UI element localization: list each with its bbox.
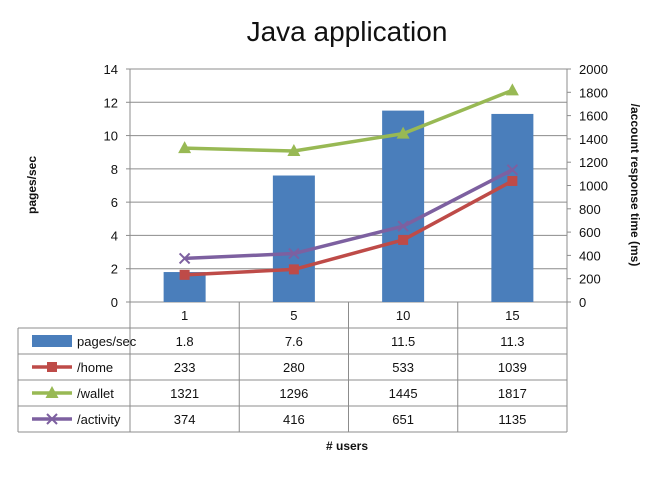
point-activity-1: [178, 252, 191, 265]
table-cell: 1135: [498, 412, 526, 427]
point-activity-15-stroke: [506, 164, 519, 176]
table-cell: 11.3: [500, 334, 524, 349]
y2-tick-label: 1600: [579, 109, 608, 124]
table-cell: 1.8: [176, 334, 194, 349]
point-home-10: [398, 234, 409, 245]
table-cell: 533: [392, 360, 414, 375]
y-tick-label: 4: [111, 228, 118, 243]
y2-tick-label: 200: [579, 272, 601, 287]
legend-label: /home: [77, 360, 113, 375]
legend-key-0: [32, 335, 72, 347]
point-wallet-15: [505, 83, 519, 96]
y2-tick-label: 1000: [579, 179, 608, 194]
point-home-1: [179, 269, 190, 280]
legend-label: /wallet: [77, 386, 114, 401]
point-home-15: [507, 175, 518, 186]
point-activity-1-stroke: [178, 252, 191, 265]
x-tick-label: 1: [181, 308, 188, 323]
y-tick-label: 6: [111, 195, 118, 210]
point-activity-5-stroke: [288, 247, 300, 260]
line-series: [178, 83, 519, 280]
y-tick-label: 8: [111, 162, 118, 177]
gridlines: [130, 68, 567, 303]
point-home-5: [288, 264, 299, 275]
legend-label: /activity: [77, 412, 121, 427]
point-activity-5: [288, 247, 300, 260]
point-wallet-10: [396, 126, 410, 139]
y-tick-label: 2: [111, 262, 118, 277]
point-activity-10-stroke: [397, 220, 409, 232]
table-cell: 1039: [498, 360, 527, 375]
axes: 0 2 4 6 8 10 12 14 0 200 400 600 800 1000 1200 1400 1600…: [104, 62, 608, 310]
y-tick-label: 14: [104, 62, 118, 77]
table-cell: 374: [174, 412, 196, 427]
table-cell: 651: [392, 412, 414, 427]
line-home: [184, 179, 514, 277]
y2-tick-label: 1200: [579, 155, 608, 170]
table-cell: 1296: [279, 386, 308, 401]
chart-title: Java application: [247, 16, 448, 47]
x-tick-label: 15: [505, 308, 519, 323]
bar-5: [272, 175, 315, 302]
line-wallet: [184, 88, 514, 153]
table-cell: 1817: [498, 386, 527, 401]
y2-tick-label: 800: [579, 202, 601, 217]
legend-key-marker-3: [46, 413, 58, 425]
bar-15: [491, 113, 534, 302]
table-cell: 1445: [389, 386, 418, 401]
y2-tick-label: 400: [579, 248, 601, 263]
bar-10: [382, 110, 425, 302]
y2-tick-label: 1800: [579, 85, 608, 100]
point-wallet-5: [287, 144, 301, 157]
x-axis-label: # users: [326, 439, 368, 453]
y2-tick-label: 600: [579, 225, 601, 240]
line-activity: [184, 168, 514, 261]
x-tick-label: 5: [290, 308, 297, 323]
point-wallet-1: [178, 141, 192, 154]
y-tick-label: 0: [111, 295, 118, 310]
y2-tick-label: 0: [579, 295, 586, 310]
legend-key-marker-2: [45, 386, 59, 398]
y2-tick-label: 2000: [579, 62, 608, 77]
y2-tick-label: 1400: [579, 132, 608, 147]
table-cell: 233: [174, 360, 196, 375]
x-tick-label: 10: [396, 308, 410, 323]
table-cell: 11.5: [391, 334, 415, 349]
point-activity-10: [397, 220, 409, 232]
legend-key-marker-1: [47, 362, 57, 372]
legend-label: pages/sec: [77, 334, 137, 349]
y2-axis-label: /account response time (ms): [628, 104, 642, 267]
bar-series: [163, 110, 534, 302]
table-cell: 1321: [170, 386, 199, 401]
table-cell: 416: [283, 412, 305, 427]
table-cell: 7.6: [285, 334, 303, 349]
table-cell: 280: [283, 360, 305, 375]
legend-key-marker-3-stroke: [46, 413, 58, 425]
y-tick-label: 12: [104, 95, 118, 110]
y-axis-label: pages/sec: [25, 156, 39, 214]
point-activity-15: [506, 164, 519, 176]
y-tick-label: 10: [104, 129, 118, 144]
